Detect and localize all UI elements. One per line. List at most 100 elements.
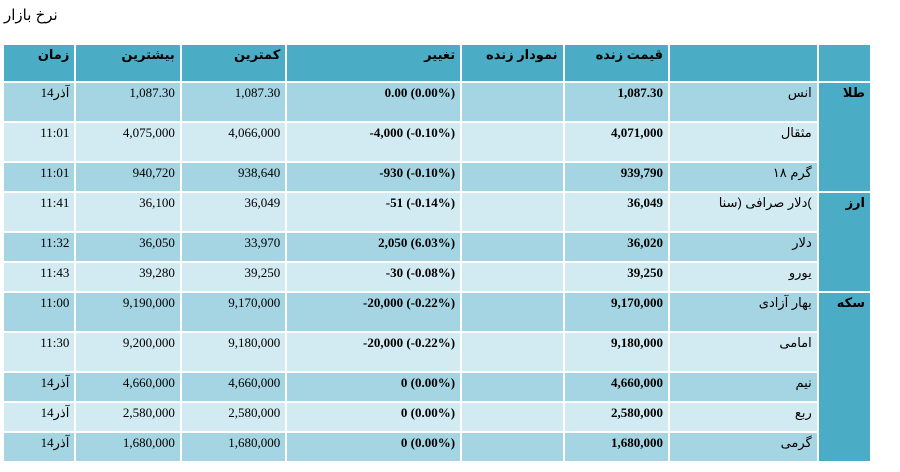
- header-live-chart: نمودار زنده: [462, 45, 563, 81]
- row-price: 36,020: [564, 233, 669, 261]
- row-live-chart: [462, 433, 563, 461]
- row-name: مثقال: [670, 123, 817, 161]
- table-row: 11:00 9,190,000 9,170,000 -20,000 (-0.22…: [4, 293, 870, 461]
- row-name: امامی: [670, 333, 817, 371]
- category-gold: طلا: [818, 83, 870, 191]
- row-change: 0 (0.00%): [287, 403, 461, 431]
- row-name: گرم ۱۸: [670, 163, 817, 191]
- table-row: 11:32 36,050 33,970 2,050 (6.03%) 36,020…: [4, 233, 870, 261]
- row-time: 14آذر: [4, 433, 75, 461]
- page-title: نرخ بازار: [4, 7, 58, 24]
- row-live-chart: [462, 163, 563, 191]
- row-name: دلار: [670, 233, 817, 261]
- row-name: یورو: [670, 263, 817, 291]
- row-name: گرمی: [670, 433, 817, 461]
- row-time: 14آذر: [4, 373, 75, 401]
- row-name: دلار صرافی (سنا(: [670, 193, 817, 231]
- row-high: 36,050: [76, 233, 180, 261]
- header-low: کمترین: [181, 45, 286, 81]
- row-high: 1,680,000: [76, 433, 180, 461]
- row-time: 11:41: [4, 193, 75, 231]
- table-header-row: زمان بیشترین کمترین تغییر نمودار زنده قی…: [4, 45, 870, 81]
- table-row: 11:01 4,075,000 4,066,000 -4,000 (-0.10%…: [4, 123, 870, 161]
- row-change: -30 (-0.08%): [287, 263, 461, 291]
- row-time: 11:00: [4, 293, 75, 331]
- row-low: 2,580,000: [181, 403, 286, 431]
- row-high: 36,100: [76, 193, 180, 231]
- table-row: 11:30 9,200,000 9,180,000 -20,000 (-0.22…: [4, 333, 870, 371]
- row-change: -4,000 (-0.10%): [287, 123, 461, 161]
- row-live-chart: [462, 193, 563, 231]
- row-high: 4,660,000: [76, 373, 180, 401]
- header-high: بیشترین: [76, 45, 180, 81]
- row-change: 2,050 (6.03%): [287, 233, 461, 261]
- table-row: 14آذر 4,660,000 4,660,000 0 (0.00%) 4,66…: [4, 373, 870, 401]
- row-price: 4,071,000: [564, 123, 669, 161]
- row-name: ربع: [670, 403, 817, 431]
- row-change: -20,000 (-0.22%): [287, 333, 461, 371]
- row-live-chart: [462, 333, 563, 371]
- row-live-chart: [462, 233, 563, 261]
- row-high: 39,280: [76, 263, 180, 291]
- row-change: -20,000 (-0.22%): [287, 293, 461, 331]
- row-low: 1,680,000: [181, 433, 286, 461]
- row-low: 9,170,000: [181, 293, 286, 331]
- header-live-price: قیمت زنده: [564, 45, 669, 81]
- table-row: 14آذر 1,680,000 1,680,000 0 (0.00%) 1,68…: [4, 433, 870, 461]
- row-name: نیم: [670, 373, 817, 401]
- row-live-chart: [462, 373, 563, 401]
- row-high: 2,580,000: [76, 403, 180, 431]
- row-price: 1,680,000: [564, 433, 669, 461]
- row-name: انس: [670, 83, 817, 121]
- row-time: 14آذر: [4, 403, 75, 431]
- row-live-chart: [462, 123, 563, 161]
- row-time: 11:30: [4, 333, 75, 371]
- row-price: 4,660,000: [564, 373, 669, 401]
- row-change: 0 (0.00%): [287, 433, 461, 461]
- row-high: 9,200,000: [76, 333, 180, 371]
- row-price: 9,170,000: [564, 293, 669, 331]
- row-high: 1,087.30: [76, 83, 180, 121]
- header-category: [818, 45, 870, 81]
- row-low: 4,660,000: [181, 373, 286, 401]
- row-price: 939,790: [564, 163, 669, 191]
- row-live-chart: [462, 263, 563, 291]
- market-rates-table: زمان بیشترین کمترین تغییر نمودار زنده قی…: [2, 43, 872, 463]
- row-change: 0 (0.00%): [287, 373, 461, 401]
- table-row: 11:43 39,280 39,250 -30 (-0.08%) 39,250 …: [4, 263, 870, 291]
- row-low: 33,970: [181, 233, 286, 261]
- table-row: 11:01 940,720 938,640 -930 (-0.10%) 939,…: [4, 163, 870, 191]
- row-change: -930 (-0.10%): [287, 163, 461, 191]
- row-time: 11:01: [4, 163, 75, 191]
- header-time: زمان: [4, 45, 75, 81]
- row-price: 1,087.30: [564, 83, 669, 121]
- row-price: 2,580,000: [564, 403, 669, 431]
- category-currency: ارز: [818, 193, 870, 291]
- row-high: 940,720: [76, 163, 180, 191]
- header-change: تغییر: [287, 45, 461, 81]
- table-row: 14آذر 2,580,000 2,580,000 0 (0.00%) 2,58…: [4, 403, 870, 431]
- row-change: -51 (-0.14%): [287, 193, 461, 231]
- row-low: 9,180,000: [181, 333, 286, 371]
- row-high: 9,190,000: [76, 293, 180, 331]
- row-price: 9,180,000: [564, 333, 669, 371]
- row-high: 4,075,000: [76, 123, 180, 161]
- row-low: 4,066,000: [181, 123, 286, 161]
- row-price: 36,049: [564, 193, 669, 231]
- row-live-chart: [462, 293, 563, 331]
- table-row: 11:41 36,100 36,049 -51 (-0.14%) 36,049 …: [4, 193, 870, 291]
- row-low: 1,087.30: [181, 83, 286, 121]
- row-low: 39,250: [181, 263, 286, 291]
- row-time: 11:01: [4, 123, 75, 161]
- row-time: 11:32: [4, 233, 75, 261]
- row-price: 39,250: [564, 263, 669, 291]
- header-name: [670, 45, 817, 81]
- row-low: 36,049: [181, 193, 286, 231]
- table-row: 14آذر 1,087.30 1,087.30 0.00 (0.00%) 1,0…: [4, 83, 870, 191]
- row-live-chart: [462, 83, 563, 121]
- row-name: بهار آزادی: [670, 293, 817, 331]
- row-live-chart: [462, 403, 563, 431]
- row-time: 11:43: [4, 263, 75, 291]
- row-low: 938,640: [181, 163, 286, 191]
- category-coins: سکه: [818, 293, 870, 461]
